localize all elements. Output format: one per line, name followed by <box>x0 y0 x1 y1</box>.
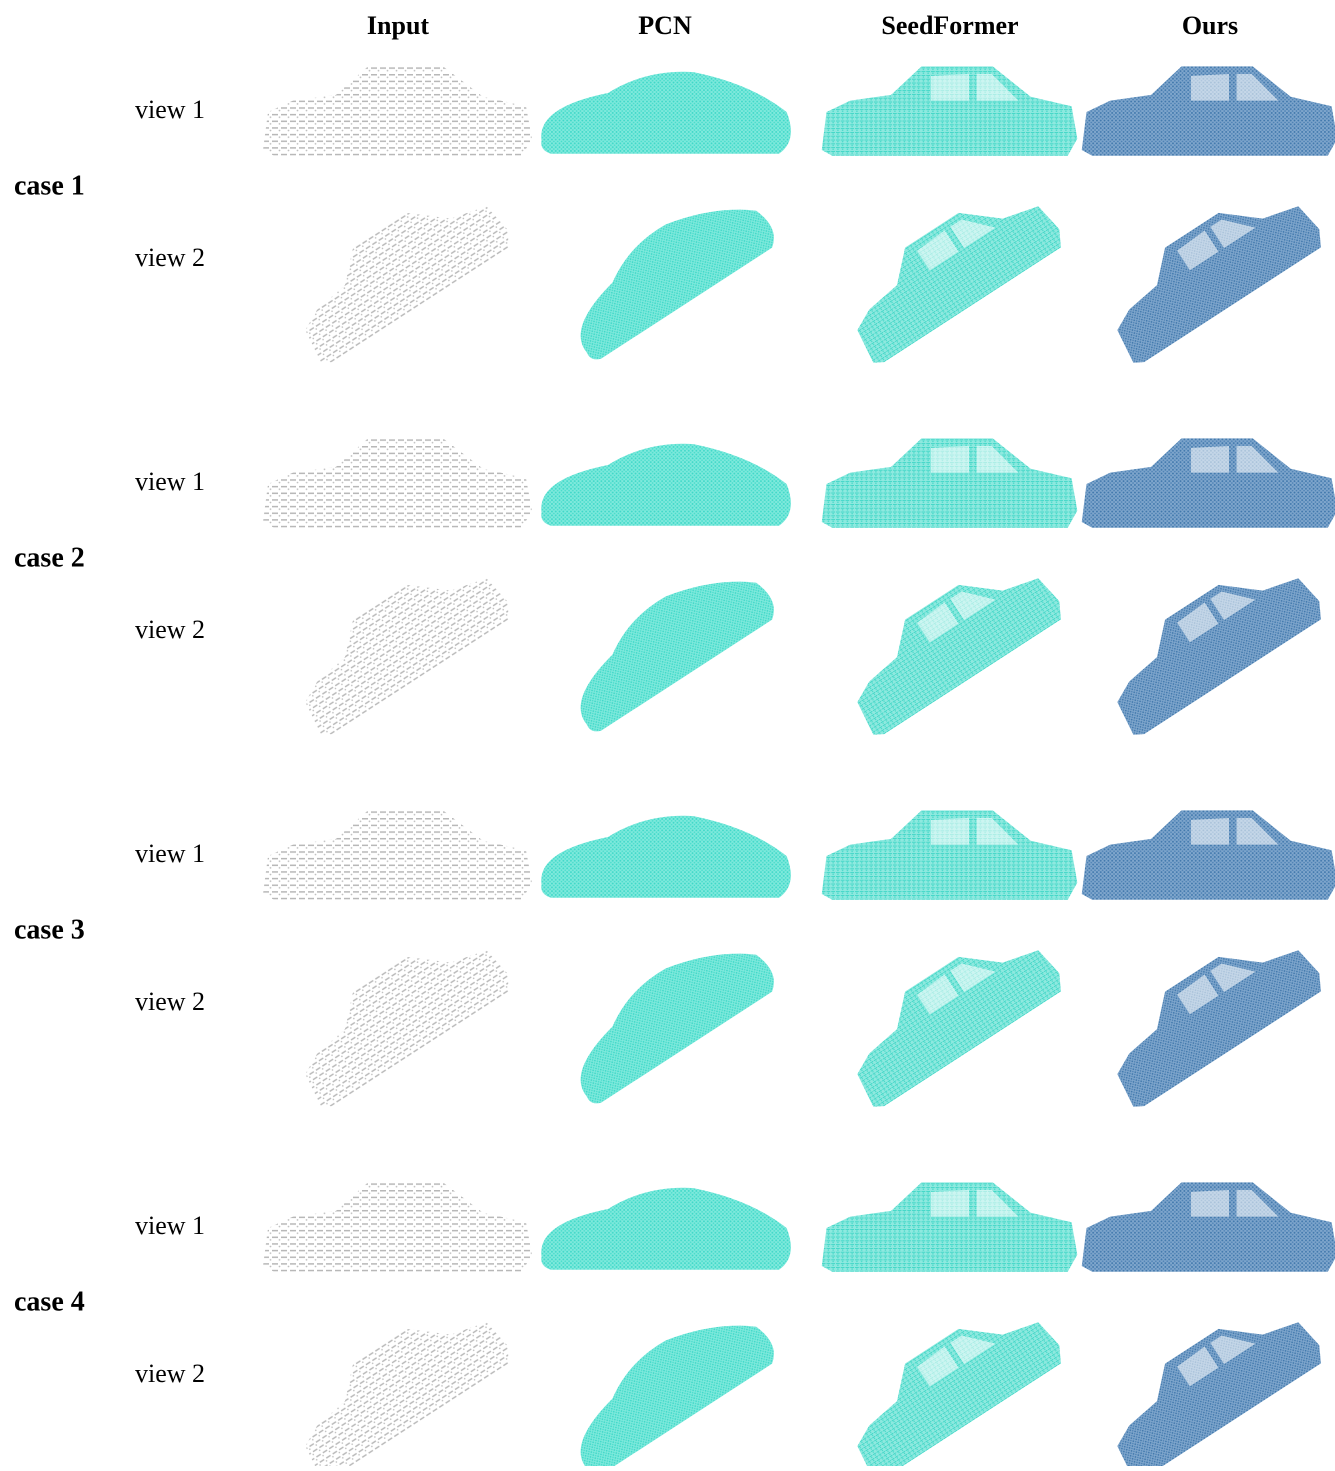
car-shape <box>541 1188 791 1270</box>
column-header: SeedFormer <box>881 11 1018 40</box>
point-cloud <box>1090 544 1328 739</box>
car-shape <box>551 177 781 364</box>
car-shape <box>263 66 532 155</box>
point-cloud <box>1082 66 1335 155</box>
view-label: view 1 <box>135 467 205 496</box>
view-label: view 2 <box>135 987 205 1016</box>
case-label: case 4 <box>14 1286 85 1317</box>
car-shape <box>830 544 1068 739</box>
point-cloud <box>830 172 1068 367</box>
point-cloud <box>263 66 532 155</box>
view-label: view 2 <box>135 243 205 272</box>
point-cloud <box>830 1288 1068 1466</box>
car-shape <box>278 916 516 1111</box>
car-shape <box>263 810 532 899</box>
column-header: PCN <box>638 11 692 40</box>
case-label: case 2 <box>14 542 85 573</box>
point-cloud <box>822 66 1078 155</box>
point-cloud <box>1082 810 1335 899</box>
car-shape <box>1090 1288 1328 1466</box>
view-label: view 2 <box>135 615 205 644</box>
car-shape <box>1090 172 1328 367</box>
point-cloud <box>1090 172 1328 367</box>
point-cloud <box>1090 916 1328 1111</box>
point-cloud <box>551 549 781 736</box>
view-label: view 1 <box>135 1211 205 1240</box>
point-cloud <box>278 1288 516 1466</box>
point-cloud <box>830 544 1068 739</box>
point-cloud <box>541 816 791 898</box>
car-shape <box>263 438 532 527</box>
point-cloud <box>541 444 791 526</box>
car-shape <box>551 921 781 1108</box>
point-cloud <box>263 810 532 899</box>
case-label: case 3 <box>14 914 85 945</box>
point-cloud <box>263 1182 532 1271</box>
car-shape <box>1090 916 1328 1111</box>
car-shape <box>541 444 791 526</box>
car-shape <box>1090 544 1328 739</box>
point-cloud <box>1090 1288 1328 1466</box>
case-label: case 1 <box>14 170 85 201</box>
point-cloud <box>822 438 1078 527</box>
car-shape <box>830 172 1068 367</box>
point-cloud <box>263 438 532 527</box>
car-shape <box>278 172 516 367</box>
car-shape <box>830 1288 1068 1466</box>
car-shape <box>551 549 781 736</box>
view-label: view 1 <box>135 839 205 868</box>
point-cloud <box>1082 438 1335 527</box>
point-cloud <box>551 177 781 364</box>
car-shape <box>278 544 516 739</box>
point-cloud <box>541 72 791 154</box>
view-label: view 1 <box>135 95 205 124</box>
column-header: Input <box>367 11 429 40</box>
point-cloud <box>830 916 1068 1111</box>
point-cloud <box>541 1188 791 1270</box>
car-shape <box>541 72 791 154</box>
car-shape <box>551 1293 781 1466</box>
point-cloud <box>278 544 516 739</box>
figure: Input PCN SeedFormer Ours case 1 view 1 view 2… <box>0 0 1335 1466</box>
point-cloud <box>551 921 781 1108</box>
point-cloud <box>278 172 516 367</box>
car-shape <box>830 916 1068 1111</box>
car-shape <box>278 1288 516 1466</box>
view-label: view 2 <box>135 1359 205 1388</box>
point-cloud <box>822 810 1078 899</box>
point-cloud <box>278 916 516 1111</box>
car-shape <box>263 1182 532 1271</box>
point-cloud <box>822 1182 1078 1271</box>
point-cloud <box>1082 1182 1335 1271</box>
car-shape <box>541 816 791 898</box>
column-header: Ours <box>1182 11 1238 40</box>
point-cloud <box>551 1293 781 1466</box>
